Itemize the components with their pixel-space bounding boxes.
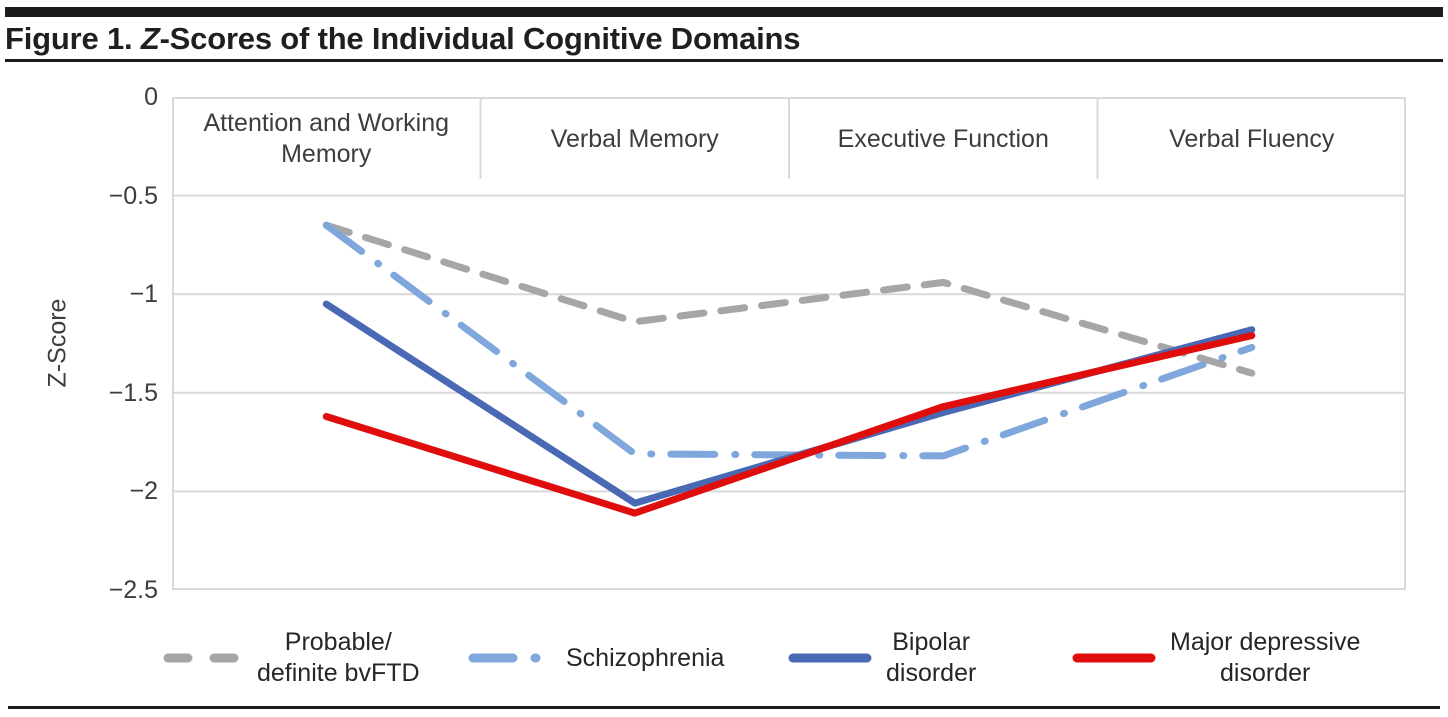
figure-title-italic-z: Z [140, 21, 160, 56]
category-header: Executive Function [837, 124, 1049, 153]
legend-item: Major depressive disorder [1072, 623, 1360, 693]
legend-item: Bipolar disorder [788, 623, 976, 693]
y-tick-label: −2.5 [108, 576, 158, 604]
figure-title-prefix: Figure 1. [5, 21, 141, 56]
series-line-probable-definite-bvftd [322, 221, 1256, 377]
category-header: Verbal Memory [550, 124, 719, 153]
legend-label: Schizophrenia [566, 643, 725, 672]
legend-item: Probable/definite bvFTD [163, 623, 420, 693]
legend-swatch-icon [1072, 653, 1156, 663]
y-tick-label: −1.5 [108, 378, 158, 407]
y-tick-label: −0.5 [108, 181, 158, 210]
legend-swatch-icon [788, 653, 872, 663]
y-tick-label: 0 [144, 83, 158, 111]
title-rule [5, 59, 1443, 62]
y-axis-title: Z-Score [43, 298, 72, 388]
y-tick-label: −1 [129, 280, 158, 309]
plot-border [172, 97, 1406, 590]
legend-item: Schizophrenia [468, 623, 724, 693]
legend-label: Probable/definite bvFTD [257, 628, 420, 687]
legend-swatch-icon [468, 653, 552, 663]
y-tick-label: −2 [129, 477, 158, 506]
legend-label: Bipolar disorder [886, 628, 977, 687]
figure-title: Figure 1. Z-Scores of the Individual Cog… [5, 21, 801, 57]
bottom-rule [8, 706, 1440, 709]
legend-swatch-icon [163, 653, 243, 663]
category-header: Attention and Working Memory [203, 109, 450, 168]
figure-title-suffix: -Scores of the Individual Cognitive Doma… [159, 21, 801, 56]
series-line-major-depressive-disorder [322, 332, 1256, 517]
legend-label: Major depressive disorder [1170, 628, 1361, 687]
series-line-schizophrenia [322, 221, 1256, 460]
plot-area [172, 97, 1406, 590]
series-line-bipolar-disorder [322, 300, 1256, 507]
category-header: Verbal Fluency [1169, 124, 1335, 153]
top-rule [5, 7, 1443, 17]
